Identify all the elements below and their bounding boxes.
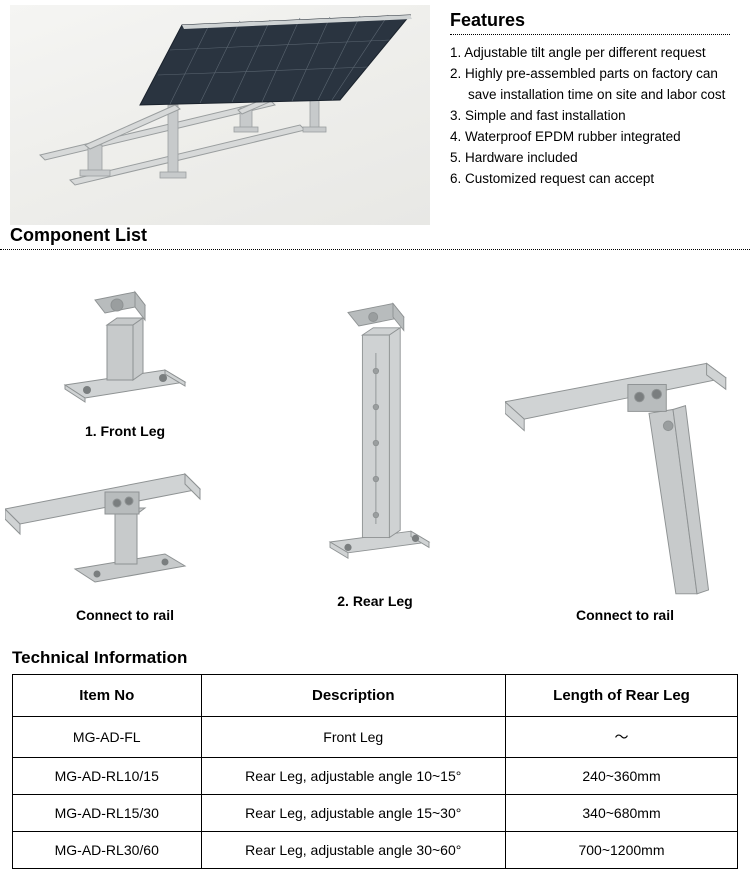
front-leg-image (5, 265, 245, 415)
component-label: 1. Front Leg (5, 423, 245, 439)
table-cell: 340~680mm (506, 795, 738, 832)
table-cell: MG-AD-RL30/60 (13, 832, 202, 869)
table-cell: Rear Leg, adjustable angle 30~60° (201, 832, 506, 869)
table-cell: MG-AD-RL15/30 (13, 795, 202, 832)
feature-item: Adjustable tilt angle per different requ… (450, 43, 730, 64)
feature-item: Customized request can accept (450, 169, 730, 190)
table-row: MG-AD-FL Front Leg ～ (13, 717, 738, 758)
table-row: MG-AD-RL15/30 Rear Leg, adjustable angle… (13, 795, 738, 832)
component-rear-leg: 2. Rear Leg (250, 260, 500, 628)
component-grid: 1. Front Leg (0, 260, 750, 638)
table-header: Description (201, 675, 506, 717)
component-label: Connect to rail (505, 607, 745, 623)
table-row: MG-AD-RL10/15 Rear Leg, adjustable angle… (13, 758, 738, 795)
table-row: MG-AD-RL30/60 Rear Leg, adjustable angle… (13, 832, 738, 869)
table-cell: 240~360mm (506, 758, 738, 795)
table-cell: 700~1200mm (506, 832, 738, 869)
table-cell: Front Leg (201, 717, 506, 758)
table-cell: Rear Leg, adjustable angle 10~15° (201, 758, 506, 795)
features-section: Features Adjustable tilt angle per diffe… (430, 5, 740, 225)
component-connect-rail-2: Connect to rail (500, 274, 750, 628)
feature-item: Highly pre-assembled parts on factory ca… (450, 64, 730, 106)
component-connect-rail-1: Connect to rail (0, 444, 250, 628)
component-front-leg: 1. Front Leg (0, 260, 250, 444)
table-cell: MG-AD-RL10/15 (13, 758, 202, 795)
component-label: Connect to rail (5, 607, 245, 623)
feature-item: Waterproof EPDM rubber integrated (450, 127, 730, 148)
tech-info-title: Technical Information (0, 638, 750, 674)
feature-item: Simple and fast installation (450, 106, 730, 127)
table-cell: MG-AD-FL (13, 717, 202, 758)
table-cell: Rear Leg, adjustable angle 15~30° (201, 795, 506, 832)
rear-leg-image (255, 265, 495, 585)
table-cell: ～ (506, 717, 738, 758)
connect-rail-image-1 (5, 449, 245, 599)
component-list-title: Component List (0, 225, 750, 250)
connect-rail-image-2 (505, 279, 745, 599)
table-header: Length of Rear Leg (506, 675, 738, 717)
hero-product-image (10, 5, 430, 225)
component-label: 2. Rear Leg (255, 593, 495, 609)
table-header: Item No (13, 675, 202, 717)
features-list: Adjustable tilt angle per different requ… (450, 43, 730, 189)
features-title: Features (450, 10, 730, 35)
feature-item: Hardware included (450, 148, 730, 169)
tech-info-table: Item No Description Length of Rear Leg M… (12, 674, 738, 869)
